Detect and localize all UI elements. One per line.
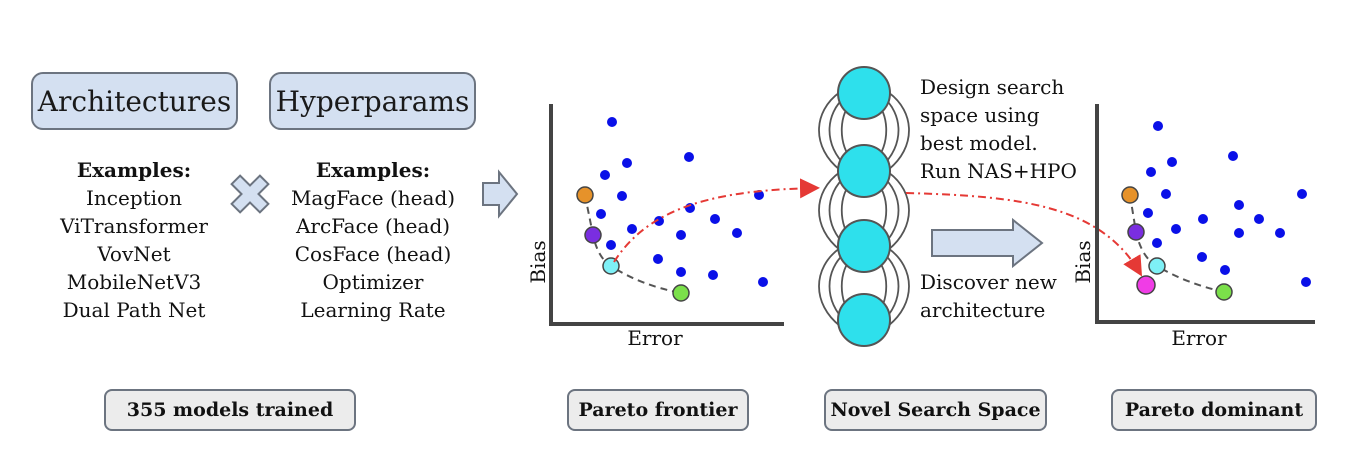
scatter-point — [607, 117, 617, 127]
search-space-chain — [818, 66, 910, 347]
examples-heading: Examples: — [76, 158, 192, 182]
search-space-note: Design search space using best model. Ru… — [920, 73, 1077, 185]
pareto-dominant-plot: Error Bias — [1071, 104, 1315, 350]
scatter-point — [1297, 189, 1307, 199]
block-arrow-right-icon — [482, 169, 519, 219]
pareto-curve — [584, 194, 682, 294]
network-node — [837, 219, 891, 273]
highlight-point — [1127, 223, 1145, 241]
list-item: ArcFace (head) — [295, 214, 451, 238]
highlight-point — [576, 186, 594, 204]
list-item: ViTransformer — [60, 214, 208, 238]
list-item: Inception — [86, 186, 182, 210]
scatter-point — [1197, 252, 1207, 262]
x-axis-label: Error — [1171, 326, 1227, 350]
scatter-point — [627, 224, 637, 234]
novel-search-space-caption: Novel Search Space — [824, 389, 1047, 431]
scatter-point — [708, 270, 718, 280]
new-dominant-point — [1136, 275, 1156, 295]
chain-link — [818, 247, 841, 327]
scatter-point — [1161, 189, 1171, 199]
scatter-point — [676, 230, 686, 240]
note-line: Run NAS+HPO — [920, 159, 1077, 183]
scatter-point — [1167, 157, 1177, 167]
y-axis-label: Bias — [1071, 240, 1095, 283]
note-line: best model. — [920, 131, 1038, 155]
chain-link — [818, 91, 841, 171]
x-axis-label: Error — [627, 326, 683, 350]
list-item: Dual Path Net — [62, 298, 206, 322]
scatter-point — [1146, 167, 1156, 177]
note-line: Design search — [920, 75, 1065, 99]
highlight-point — [584, 226, 602, 244]
scatter-point — [1171, 224, 1181, 234]
pareto-curve — [1129, 194, 1225, 293]
data-points — [596, 117, 768, 287]
scatter-point — [654, 216, 664, 226]
discover-note: Discover new architecture — [920, 268, 1057, 324]
highlight-point — [672, 284, 690, 302]
list-item: MagFace (head) — [290, 186, 456, 210]
red-flow-arrow — [613, 178, 820, 263]
network-node — [837, 66, 891, 120]
note-line: architecture — [920, 298, 1046, 322]
scatter-point — [653, 254, 663, 264]
scatter-point — [1228, 151, 1238, 161]
scatter-point — [684, 152, 694, 162]
scatter-point — [1234, 200, 1244, 210]
red-flow-arrow — [905, 192, 1143, 277]
scatter-point — [676, 267, 686, 277]
scatter-point — [600, 170, 610, 180]
scatter-point — [1152, 238, 1162, 248]
scatter-point — [758, 277, 768, 287]
chain-link — [887, 247, 910, 327]
list-item: Optimizer — [322, 270, 424, 294]
list-item: MobileNetV3 — [66, 270, 202, 294]
highlight-point — [602, 257, 620, 275]
scatter-point — [1234, 228, 1244, 238]
network-node — [837, 293, 891, 347]
scatter-point — [596, 209, 606, 219]
scatter-point — [1198, 214, 1208, 224]
note-line: Discover new — [920, 270, 1057, 294]
architectures-box: Architectures — [31, 72, 238, 130]
multiply-icon — [230, 174, 270, 214]
network-node — [837, 144, 891, 198]
chain-link — [818, 171, 841, 251]
highlight-point — [1215, 283, 1233, 301]
list-item: Learning Rate — [300, 298, 446, 322]
list-item: VovNet — [97, 242, 171, 266]
architecture-examples: Examples: Inception ViTransformer VovNet… — [44, 156, 224, 324]
hyperparams-box: Hyperparams — [269, 72, 476, 130]
pareto-frontier-caption: Pareto frontier — [567, 389, 749, 431]
scatter-point — [1301, 277, 1311, 287]
data-points — [1143, 121, 1311, 287]
pareto-dominant-caption: Pareto dominant — [1111, 389, 1317, 431]
scatter-point — [1220, 265, 1230, 275]
scatter-point — [732, 228, 742, 238]
models-trained-caption: 355 models trained — [104, 389, 356, 431]
scatter-point — [1153, 121, 1163, 131]
scatter-point — [710, 214, 720, 224]
scatter-point — [622, 158, 632, 168]
examples-heading: Examples: — [315, 158, 431, 182]
highlight-point — [1148, 257, 1166, 275]
scatter-point — [1275, 228, 1285, 238]
chain-link — [887, 171, 910, 251]
scatter-point — [1143, 208, 1153, 218]
hyperparam-examples: Examples: MagFace (head) ArcFace (head) … — [283, 156, 463, 324]
scatter-point — [606, 240, 616, 250]
chain-link — [887, 91, 910, 171]
pareto-frontier-plot: Error Bias — [526, 104, 784, 350]
block-arrow-right-icon — [931, 217, 1044, 269]
scatter-point — [617, 191, 627, 201]
y-axis-label: Bias — [526, 240, 550, 283]
scatter-point — [1254, 214, 1264, 224]
note-line: space using — [920, 103, 1040, 127]
list-item: CosFace (head) — [294, 242, 452, 266]
highlight-point — [1121, 186, 1139, 204]
